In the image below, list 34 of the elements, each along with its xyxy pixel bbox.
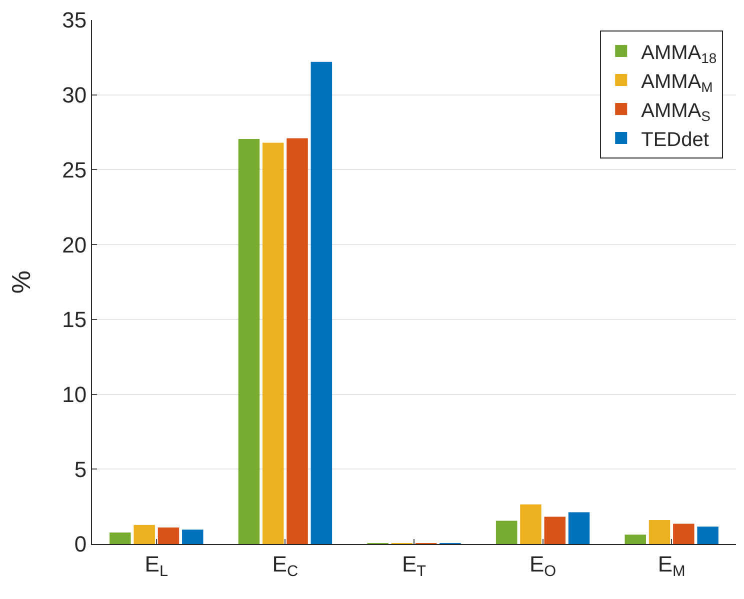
x-tick-label: E$_{T}$: [402, 551, 427, 580]
bar: [568, 512, 590, 544]
y-tick-label: 10: [62, 382, 87, 407]
bar: [158, 528, 180, 544]
bar: [496, 520, 518, 544]
x-tick-label: E$_{O}$: [529, 551, 556, 580]
bar: [286, 138, 308, 544]
bar: [697, 526, 718, 544]
x-tick-label: E$_{C}$: [272, 551, 298, 580]
y-tick-label: 15: [62, 307, 87, 332]
y-axis-title: %: [6, 270, 36, 294]
bar: [544, 516, 566, 544]
bar: [182, 530, 204, 544]
x-tick-label: E$_{L}$: [144, 551, 168, 580]
legend-label: TEDdet: [641, 128, 710, 151]
legend-label: AMMA$_{S}$: [641, 100, 710, 124]
bar: [310, 62, 332, 544]
bar: [238, 139, 260, 544]
bar: [520, 504, 542, 544]
bar: [262, 142, 284, 544]
legend-label: AMMA$_{M}$: [641, 70, 713, 95]
y-tick-label: 30: [62, 82, 87, 108]
y-tick-label: 5: [74, 456, 87, 482]
bar: [648, 520, 670, 544]
bar: [624, 534, 646, 544]
y-tick-label: 20: [62, 232, 87, 258]
bar: [110, 532, 131, 544]
bar: [134, 524, 155, 544]
legend-label: AMMA$_{18}$: [641, 42, 717, 66]
x-tick-label: E$_{M}$: [658, 551, 686, 580]
y-tick-label: 35: [62, 8, 87, 33]
y-tick-label: 25: [62, 157, 87, 182]
y-tick-label: 0: [74, 532, 87, 557]
bar: [673, 524, 694, 544]
